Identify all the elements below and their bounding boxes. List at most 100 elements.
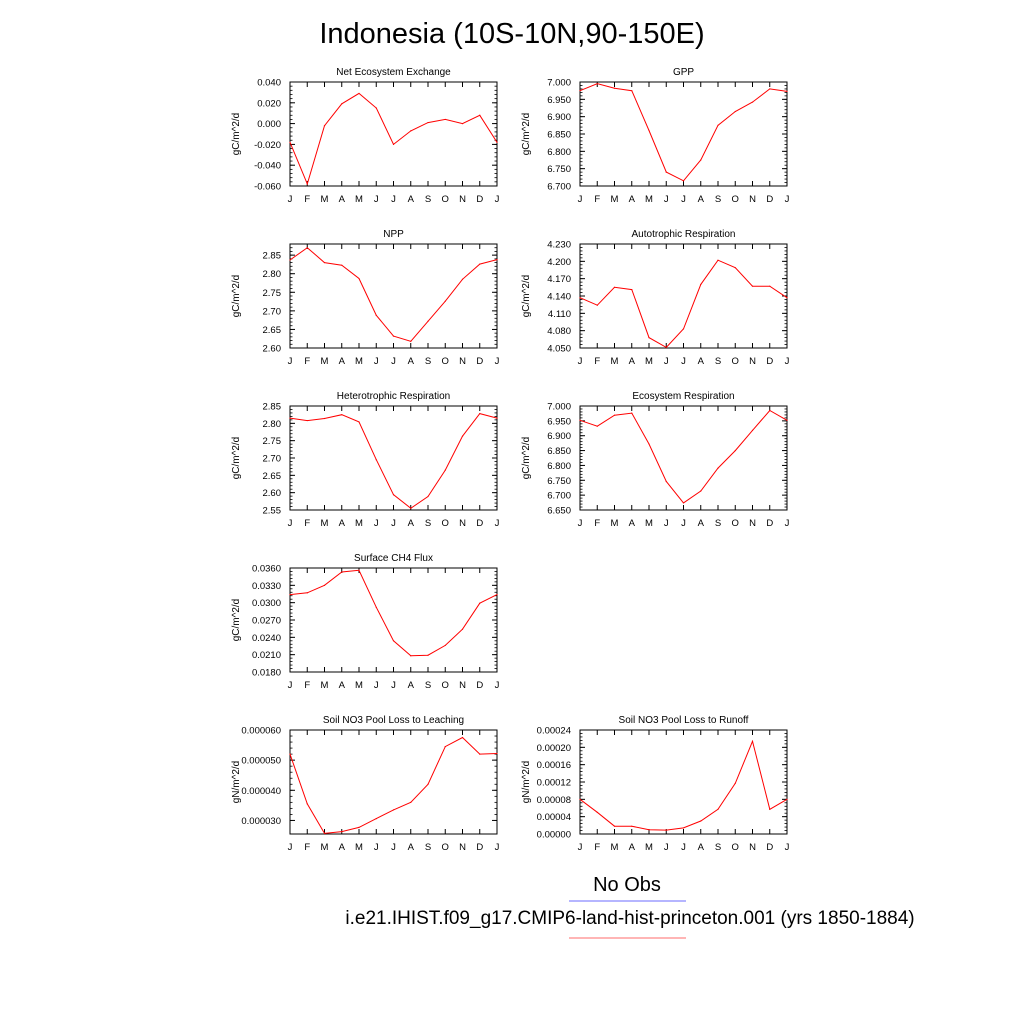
x-tick-label: A [698, 356, 705, 367]
y-tick-label: 2.70 [263, 454, 282, 465]
y-axis-label: gC/m^2/d [231, 599, 242, 642]
y-tick-label: 0.00024 [537, 726, 571, 737]
x-tick-label: J [681, 194, 686, 205]
y-tick-label: 0.0210 [252, 650, 281, 661]
x-tick-label: D [766, 356, 773, 367]
x-tick-label: M [321, 356, 329, 367]
chart-title: Heterotrophic Respiration [337, 391, 450, 402]
data-point [496, 752, 498, 755]
x-tick-label: N [459, 194, 466, 205]
y-axis-label: gC/m^2/d [521, 113, 532, 156]
data-point [392, 335, 395, 337]
legend-label-model: i.e21.IHIST.f09_g17.CMIP6-land-hist-prin… [345, 908, 915, 929]
data-point [410, 340, 412, 342]
x-tick-label: J [288, 194, 293, 205]
data-point [427, 654, 429, 656]
x-tick-label: D [766, 518, 773, 529]
data-point [769, 409, 771, 412]
data-point [375, 314, 377, 316]
x-tick-label: F [594, 194, 600, 205]
data-point [444, 745, 446, 748]
data-point [682, 328, 685, 330]
data-point [306, 419, 308, 422]
x-tick-label: S [425, 842, 431, 853]
y-tick-label: 0.00020 [537, 743, 571, 754]
x-tick-label: D [476, 680, 483, 691]
y-tick-label: 0.00012 [537, 778, 571, 789]
plot-frame [579, 405, 788, 511]
y-tick-label: 4.140 [547, 292, 571, 303]
data-point [358, 421, 360, 423]
data-point [496, 593, 498, 596]
x-tick-label: O [732, 194, 739, 205]
data-point [341, 830, 343, 833]
y-tick-label: -0.040 [254, 161, 281, 172]
x-tick-label: J [391, 842, 396, 853]
data-point [444, 644, 446, 647]
x-tick-label: D [476, 518, 483, 529]
data-point [289, 141, 291, 143]
data-point [323, 261, 326, 264]
y-tick-label: 4.080 [547, 326, 571, 337]
y-tick-label: 2.60 [263, 344, 282, 355]
x-tick-label: N [749, 518, 756, 529]
x-tick-label: S [425, 518, 431, 529]
x-tick-label: A [408, 518, 415, 529]
y-tick-label: 2.55 [263, 506, 282, 517]
data-point [392, 494, 395, 496]
x-tick-label: J [495, 356, 500, 367]
data-point [613, 87, 616, 89]
y-tick-label: 2.75 [263, 288, 282, 299]
data-point [596, 425, 598, 427]
x-tick-label: D [766, 194, 773, 205]
data-point [751, 740, 754, 742]
data-point [323, 417, 326, 420]
data-point [289, 259, 291, 261]
data-point [479, 602, 481, 604]
x-tick-label: M [355, 194, 363, 205]
x-tick-label: J [374, 842, 379, 853]
x-tick-label: M [355, 842, 363, 853]
data-point [341, 414, 343, 416]
y-tick-label: 2.60 [263, 488, 282, 499]
y-tick-label: 7.000 [547, 78, 571, 89]
data-point [341, 571, 343, 573]
x-tick-label: J [664, 842, 669, 853]
data-point [648, 443, 650, 445]
x-tick-label: O [442, 518, 449, 529]
data-point [427, 783, 429, 785]
data-point [375, 107, 377, 109]
data-point [461, 628, 464, 630]
x-tick-label: S [715, 194, 721, 205]
data-point [665, 829, 667, 831]
y-tick-label: 0.000 [257, 119, 281, 130]
x-tick-label: O [442, 194, 449, 205]
data-point [717, 808, 719, 810]
data-point [700, 490, 702, 492]
data-point [596, 83, 598, 85]
x-tick-label: J [785, 194, 790, 205]
data-point [751, 285, 754, 287]
x-tick-label: M [645, 842, 653, 853]
x-tick-label: M [611, 518, 619, 529]
legend-label-obs: No Obs [593, 874, 661, 896]
x-tick-label: S [715, 842, 721, 853]
x-tick-label: A [629, 842, 636, 853]
x-tick-label: N [749, 194, 756, 205]
x-tick-label: M [645, 194, 653, 205]
data-point [700, 283, 702, 286]
series-line [289, 413, 498, 509]
data-point [427, 121, 429, 124]
data-point [579, 798, 581, 800]
x-tick-label: J [374, 194, 379, 205]
series-line [289, 736, 498, 834]
y-tick-label: 4.110 [548, 309, 571, 320]
x-tick-label: M [355, 680, 363, 691]
y-tick-label: 6.700 [547, 182, 571, 193]
data-point [479, 753, 481, 755]
x-tick-label: O [732, 518, 739, 529]
